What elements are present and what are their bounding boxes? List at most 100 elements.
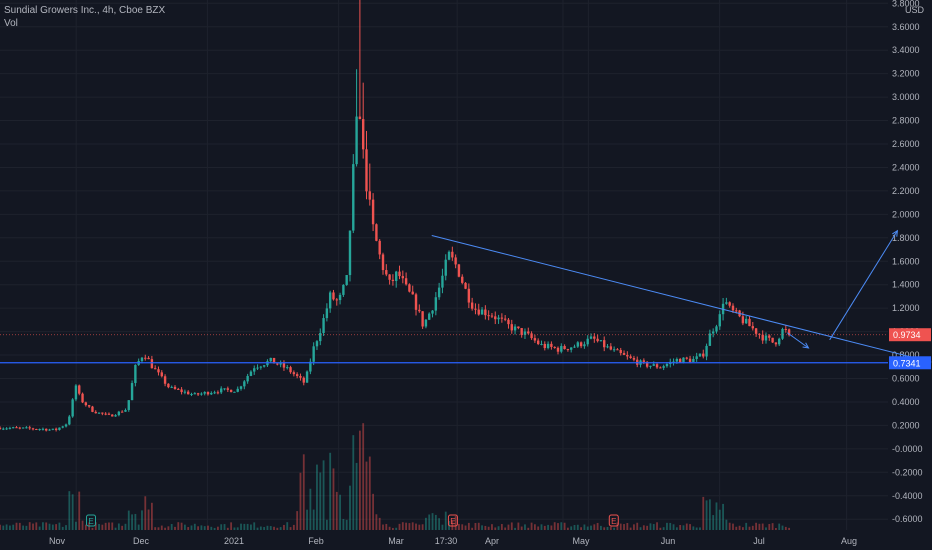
volume-bar [0, 524, 1, 530]
candle-body [295, 374, 299, 377]
candle-body [87, 405, 91, 407]
volume-bar [131, 514, 133, 530]
volume-bar [761, 523, 764, 530]
volume-bar [484, 525, 487, 530]
candle-body [200, 393, 203, 395]
volume-bar [563, 522, 566, 530]
volume-bar [378, 517, 381, 530]
volume-bar [124, 523, 127, 530]
volume-bar [48, 523, 51, 530]
volume-bar [583, 524, 586, 530]
volume-bar [570, 526, 573, 530]
candle-body [629, 356, 632, 358]
candle-body [566, 349, 570, 351]
volume-bar [751, 525, 754, 530]
volume-bar [768, 523, 771, 530]
volume-bar [190, 525, 193, 530]
earnings-marker[interactable] [447, 514, 458, 527]
candle-body [302, 377, 305, 383]
earnings-marker[interactable] [608, 514, 619, 527]
candle-body [41, 428, 45, 430]
volume-bar [401, 522, 404, 530]
volume-bar [438, 518, 441, 530]
y-tick-label: 0.8000 [892, 350, 920, 360]
earnings-marker-label: E [450, 517, 455, 526]
candle-body [177, 388, 180, 390]
candle-body [622, 353, 626, 355]
candle-body [81, 393, 84, 403]
candle-body [74, 385, 78, 400]
symbol-title: Sundial Growers Inc., 4h, Cboe BZX [4, 5, 166, 16]
candle-body [454, 257, 457, 265]
y-tick-label: -0.4000 [892, 491, 923, 501]
candle-body [269, 357, 272, 362]
volume-bar [55, 524, 58, 530]
y-tick-label: -0.6000 [892, 514, 923, 524]
candle-body [213, 392, 216, 394]
candle-body [457, 264, 461, 277]
candle-body [31, 428, 35, 430]
y-tick-label: -0.0000 [892, 444, 923, 454]
candle-body [523, 331, 527, 335]
volume-bar [71, 494, 74, 530]
candle-body [150, 359, 154, 369]
candle-body [338, 294, 342, 301]
volume-bar [5, 524, 8, 530]
candle-body [236, 388, 239, 392]
candle-body [94, 411, 97, 414]
candle-body [107, 413, 111, 415]
candle-body [665, 364, 669, 367]
arrow-up[interactable] [829, 230, 898, 341]
candle-body [259, 366, 263, 368]
earnings-marker[interactable] [86, 514, 97, 527]
candle-body [464, 282, 467, 289]
candle-body [385, 270, 388, 275]
volume-bar [718, 509, 721, 530]
x-tick-label: Mar [388, 536, 404, 546]
volume-bar [207, 525, 209, 530]
arrow-up-head [892, 229, 899, 237]
arrow-down[interactable] [787, 332, 809, 349]
volume-bar [292, 524, 295, 530]
candle-body [659, 367, 662, 369]
candle-body [781, 328, 784, 339]
volume-bar [250, 524, 252, 530]
volume-bar [454, 516, 457, 530]
candle-body [51, 428, 55, 430]
volume-bar [421, 524, 424, 530]
volume-bar [193, 523, 196, 530]
candle-body [593, 336, 596, 339]
candle-body [58, 427, 61, 430]
trendline[interactable] [431, 234, 932, 363]
volume-bar [425, 517, 427, 530]
candle-body [173, 386, 177, 389]
candle-body [144, 357, 147, 359]
candle-body [586, 338, 589, 345]
candle-body [5, 428, 8, 430]
candle-body [408, 284, 411, 292]
x-tick-label: Feb [308, 536, 324, 546]
candle-body [540, 343, 543, 345]
volume-bar [167, 526, 170, 530]
volume-bar [309, 488, 312, 530]
candle-body [754, 328, 758, 334]
volume-bar [358, 430, 361, 530]
candle-body [563, 346, 566, 350]
candle-body [381, 254, 385, 271]
candle-body [626, 354, 629, 357]
volume-bar [352, 435, 355, 530]
x-tick-label: Apr [485, 536, 499, 546]
candle-body [603, 340, 606, 348]
candle-body [117, 411, 121, 416]
volume-bar [735, 526, 738, 530]
volume-bar [141, 510, 143, 530]
volume-bar [392, 527, 394, 530]
candle-body [645, 361, 649, 367]
volume-bar [382, 524, 384, 530]
volume-bar [540, 524, 543, 530]
candle-body [702, 353, 705, 357]
candle-body [708, 333, 712, 346]
candle-body [560, 346, 563, 352]
candle-body [375, 224, 378, 241]
